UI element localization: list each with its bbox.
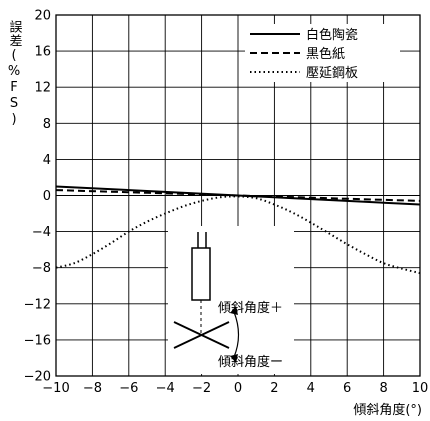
tilt-minus-label: 傾斜角度ー (218, 354, 283, 370)
x-tick-label: 6 (343, 381, 351, 396)
tilt-arrow-arc (233, 311, 240, 358)
y-tick-label: −20 (24, 370, 51, 385)
x-tick-label: 10 (412, 381, 429, 396)
y-axis-label: 誤差(%FS) (7, 19, 23, 128)
x-tick-label: −4 (156, 381, 175, 396)
y-tick-label: 20 (34, 9, 51, 24)
y-tick-label: −12 (24, 297, 51, 312)
y-tick-label: −16 (24, 333, 51, 348)
target-surface-minus (173, 321, 230, 349)
legend: 白色陶瓷 黒色紙 壓延鋼板 (245, 24, 400, 82)
y-tick-label: −8 (32, 261, 51, 276)
y-tick-label: 12 (34, 81, 51, 96)
x-tick-label: −8 (83, 381, 102, 396)
tilt-arrow-head-down (230, 354, 238, 363)
x-tick-label: 8 (379, 381, 387, 396)
legend-label-series-3: 壓延鋼板 (306, 66, 358, 81)
series-line-3 (55, 195, 421, 275)
x-tick-label: 0 (234, 381, 242, 396)
x-tick-label: −10 (42, 381, 69, 396)
legend-label-series-1: 白色陶瓷 (306, 27, 358, 43)
sensor-body (191, 247, 211, 301)
sensor-illustration: 傾斜角度＋ 傾斜角度ー (168, 226, 294, 374)
x-tick-labels: −10 −8 −6 −4 −2 0 2 4 6 8 10 (42, 381, 428, 396)
y-tick-label: 0 (43, 189, 51, 204)
illustration-background (168, 226, 294, 374)
tilt-plus-label: 傾斜角度＋ (218, 300, 283, 316)
x-tick-label: −2 (192, 381, 211, 396)
series-line-2 (55, 189, 421, 202)
tilt-arrow-head-up (230, 306, 238, 315)
x-tick-label: −6 (119, 381, 138, 396)
x-tick-label: 4 (307, 381, 315, 396)
x-tick-label: 2 (270, 381, 278, 396)
series-lines (55, 185, 421, 275)
y-tick-label: 16 (34, 45, 51, 60)
plot-frame (55, 14, 421, 377)
y-tick-label: 4 (43, 153, 51, 168)
y-tick-labels: −20 −16 −12 −8 −4 0 4 8 12 16 20 (24, 9, 51, 385)
x-axis-label: 傾斜角度(°) (353, 402, 422, 418)
y-tick-label: 8 (43, 117, 51, 132)
y-tick-label: −4 (32, 225, 51, 240)
legend-label-series-2: 黒色紙 (306, 46, 345, 62)
